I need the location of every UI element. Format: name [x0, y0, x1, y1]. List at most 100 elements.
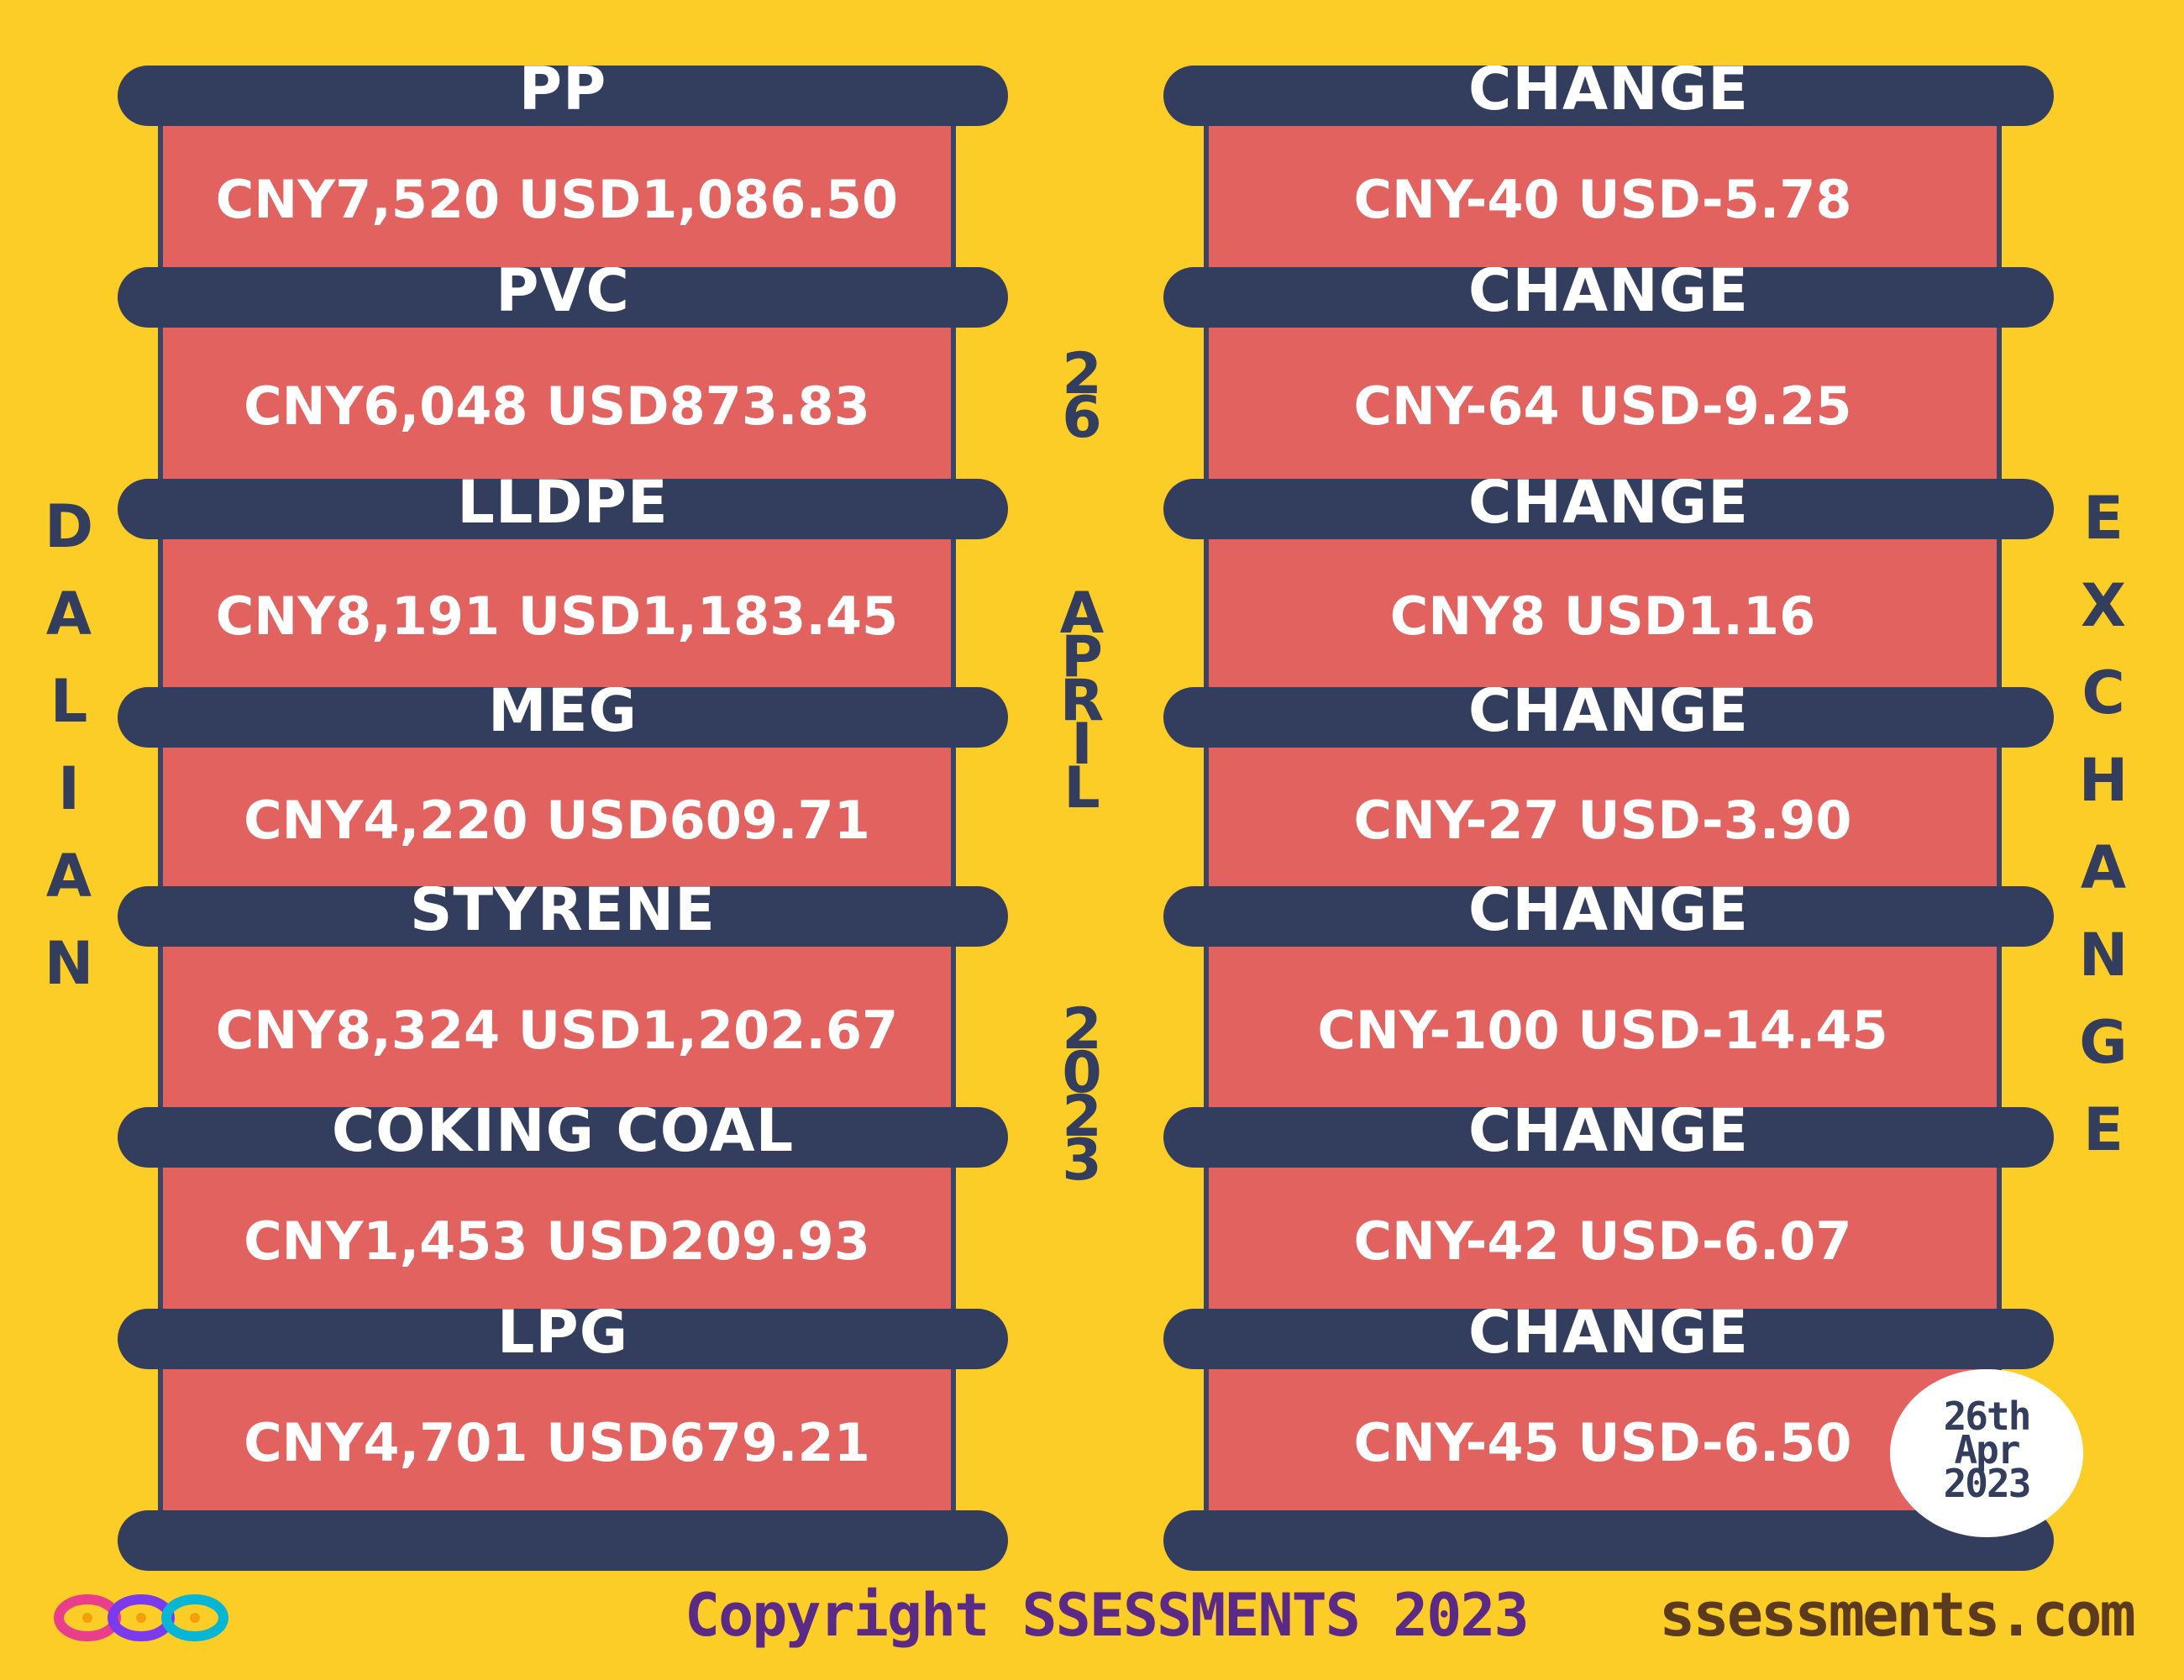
- vertical-letter: I: [57, 754, 81, 823]
- change-label: CHANGE: [1468, 1309, 1749, 1367]
- change-label: CHANGE: [1468, 1107, 1749, 1165]
- commodity-price: CNY8,324 USD1,202.67: [215, 999, 899, 1061]
- change-value-panel: CNY-40 USD-5.78: [1204, 118, 2002, 276]
- copyright-text: Copyright SSESSMENTS 2023: [685, 1581, 1530, 1650]
- vertical-letter: 0: [1062, 1040, 1102, 1106]
- logo-dot-left: [82, 1613, 92, 1623]
- infinity-loops-logo-icon: [54, 1594, 228, 1641]
- change-value-panel: CNY8 USD1.16: [1204, 531, 2002, 696]
- change-label: CHANGE: [1468, 267, 1749, 325]
- commodity-name-bar: PVC: [118, 267, 1008, 328]
- commodity-name-bar: LPG: [118, 1309, 1008, 1369]
- commodity-price-panel: CNY6,048 USD873.83: [158, 319, 956, 487]
- commodity-price: CNY4,701 USD679.21: [244, 1412, 870, 1474]
- change-value-panel: CNY-64 USD-9.25: [1204, 319, 2002, 487]
- date-badge-month: Apr: [1954, 1427, 2020, 1473]
- change-value: CNY-45 USD-6.50: [1353, 1412, 1852, 1474]
- commodity-price: CNY7,520 USD1,086.50: [215, 169, 899, 231]
- change-label-bar: CHANGE: [1163, 479, 2054, 539]
- change-label-bar: CHANGE: [1163, 66, 2054, 126]
- commodity-name-bar: COKING COAL: [118, 1107, 1008, 1168]
- vertical-letter: H: [2078, 746, 2129, 815]
- date-badge: 26th Apr 2023: [1890, 1369, 2083, 1537]
- commodity-name: STYRENE: [410, 886, 716, 944]
- logo-dot-right: [190, 1613, 200, 1623]
- vertical-letter: A: [2080, 833, 2127, 902]
- change-label-bar: CHANGE: [1163, 1107, 2054, 1168]
- commodity-name: PP: [518, 66, 607, 123]
- vertical-letter: L: [1063, 755, 1100, 822]
- date-badge-day: 26th: [1943, 1394, 2032, 1439]
- vertical-letter: 3: [1062, 1127, 1102, 1194]
- change-value-panel: CNY-42 USD-6.07: [1204, 1159, 2002, 1317]
- vertical-letter: A: [45, 580, 92, 648]
- change-label-bar: CHANGE: [1163, 1309, 2054, 1369]
- change-value: CNY-64 USD-9.25: [1353, 375, 1852, 438]
- vertical-letter: L: [50, 667, 88, 736]
- commodity-price-panel: CNY1,453 USD209.93: [158, 1159, 956, 1317]
- commodity-name-bar: MEG: [118, 687, 1008, 748]
- vertical-letter: I: [1071, 711, 1093, 778]
- commodity-name: MEG: [488, 687, 638, 745]
- change-value: CNY-27 USD-3.90: [1353, 789, 1852, 851]
- change-label: CHANGE: [1468, 66, 1749, 123]
- change-value: CNY8 USD1.16: [1389, 585, 1816, 648]
- vertical-letter: E: [2083, 1095, 2124, 1164]
- vertical-letter: G: [2079, 1008, 2128, 1077]
- vertical-letter: 2: [1062, 341, 1102, 407]
- column-base-bar: [1163, 1510, 2054, 1571]
- column-base-bar: [118, 1510, 1008, 1571]
- change-label-bar: CHANGE: [1163, 687, 2054, 748]
- commodity-name: LLDPE: [457, 479, 669, 537]
- change-value-panel: CNY-100 USD-14.45: [1204, 938, 2002, 1116]
- change-label-bar: CHANGE: [1163, 886, 2054, 947]
- change-value: CNY-100 USD-14.45: [1317, 999, 1888, 1061]
- commodity-price-panel: CNY8,324 USD1,202.67: [158, 938, 956, 1116]
- commodity-price: CNY4,220 USD609.71: [244, 789, 870, 851]
- change-value-panel: CNY-45 USD-6.50: [1204, 1361, 2002, 1519]
- change-value-panel: CNY-27 USD-3.90: [1204, 739, 2002, 895]
- vertical-letter: R: [1059, 668, 1105, 734]
- commodity-name: LPG: [496, 1309, 629, 1367]
- commodity-name-bar: LLDPE: [118, 479, 1008, 539]
- vertical-letter: A: [45, 842, 92, 911]
- date-badge-year: 2023: [1943, 1461, 2032, 1506]
- vertical-letter: 6: [1062, 385, 1102, 451]
- vertical-letter: 2: [1062, 1084, 1102, 1150]
- commodity-name: COKING COAL: [331, 1107, 795, 1165]
- logo-dot-middle: [136, 1613, 146, 1623]
- commodity-price-panel: CNY8,191 USD1,183.45: [158, 531, 956, 696]
- logo-loop-right: [161, 1594, 228, 1641]
- commodity-price: CNY6,048 USD873.83: [244, 375, 870, 438]
- website-url-link[interactable]: ssessments.com: [1659, 1579, 2136, 1650]
- vertical-letter: A: [1059, 580, 1105, 647]
- commodity-name: PVC: [496, 267, 630, 325]
- change-label: CHANGE: [1468, 886, 1749, 944]
- vertical-letter: N: [2078, 921, 2129, 990]
- change-value: CNY-42 USD-6.07: [1353, 1210, 1852, 1273]
- change-label: CHANGE: [1468, 479, 1749, 537]
- vertical-letter: X: [2081, 571, 2126, 640]
- vertical-letter: D: [44, 492, 94, 561]
- vertical-letter: 2: [1062, 996, 1102, 1063]
- vertical-letter: N: [44, 929, 94, 998]
- vertical-letter: E: [2083, 484, 2124, 553]
- change-value: CNY-40 USD-5.78: [1353, 169, 1852, 231]
- vertical-letter: C: [2082, 659, 2125, 727]
- vertical-letter: P: [1061, 624, 1103, 690]
- commodity-name-bar: STYRENE: [118, 886, 1008, 947]
- change-label: CHANGE: [1468, 687, 1749, 745]
- commodity-price-panel: CNY4,701 USD679.21: [158, 1361, 956, 1519]
- commodity-price-panel: CNY7,520 USD1,086.50: [158, 118, 956, 276]
- change-label-bar: CHANGE: [1163, 267, 2054, 328]
- commodity-name-bar: PP: [118, 66, 1008, 126]
- commodity-price: CNY8,191 USD1,183.45: [215, 585, 899, 648]
- commodity-price-panel: CNY4,220 USD609.71: [158, 739, 956, 895]
- commodity-price: CNY1,453 USD209.93: [244, 1210, 870, 1273]
